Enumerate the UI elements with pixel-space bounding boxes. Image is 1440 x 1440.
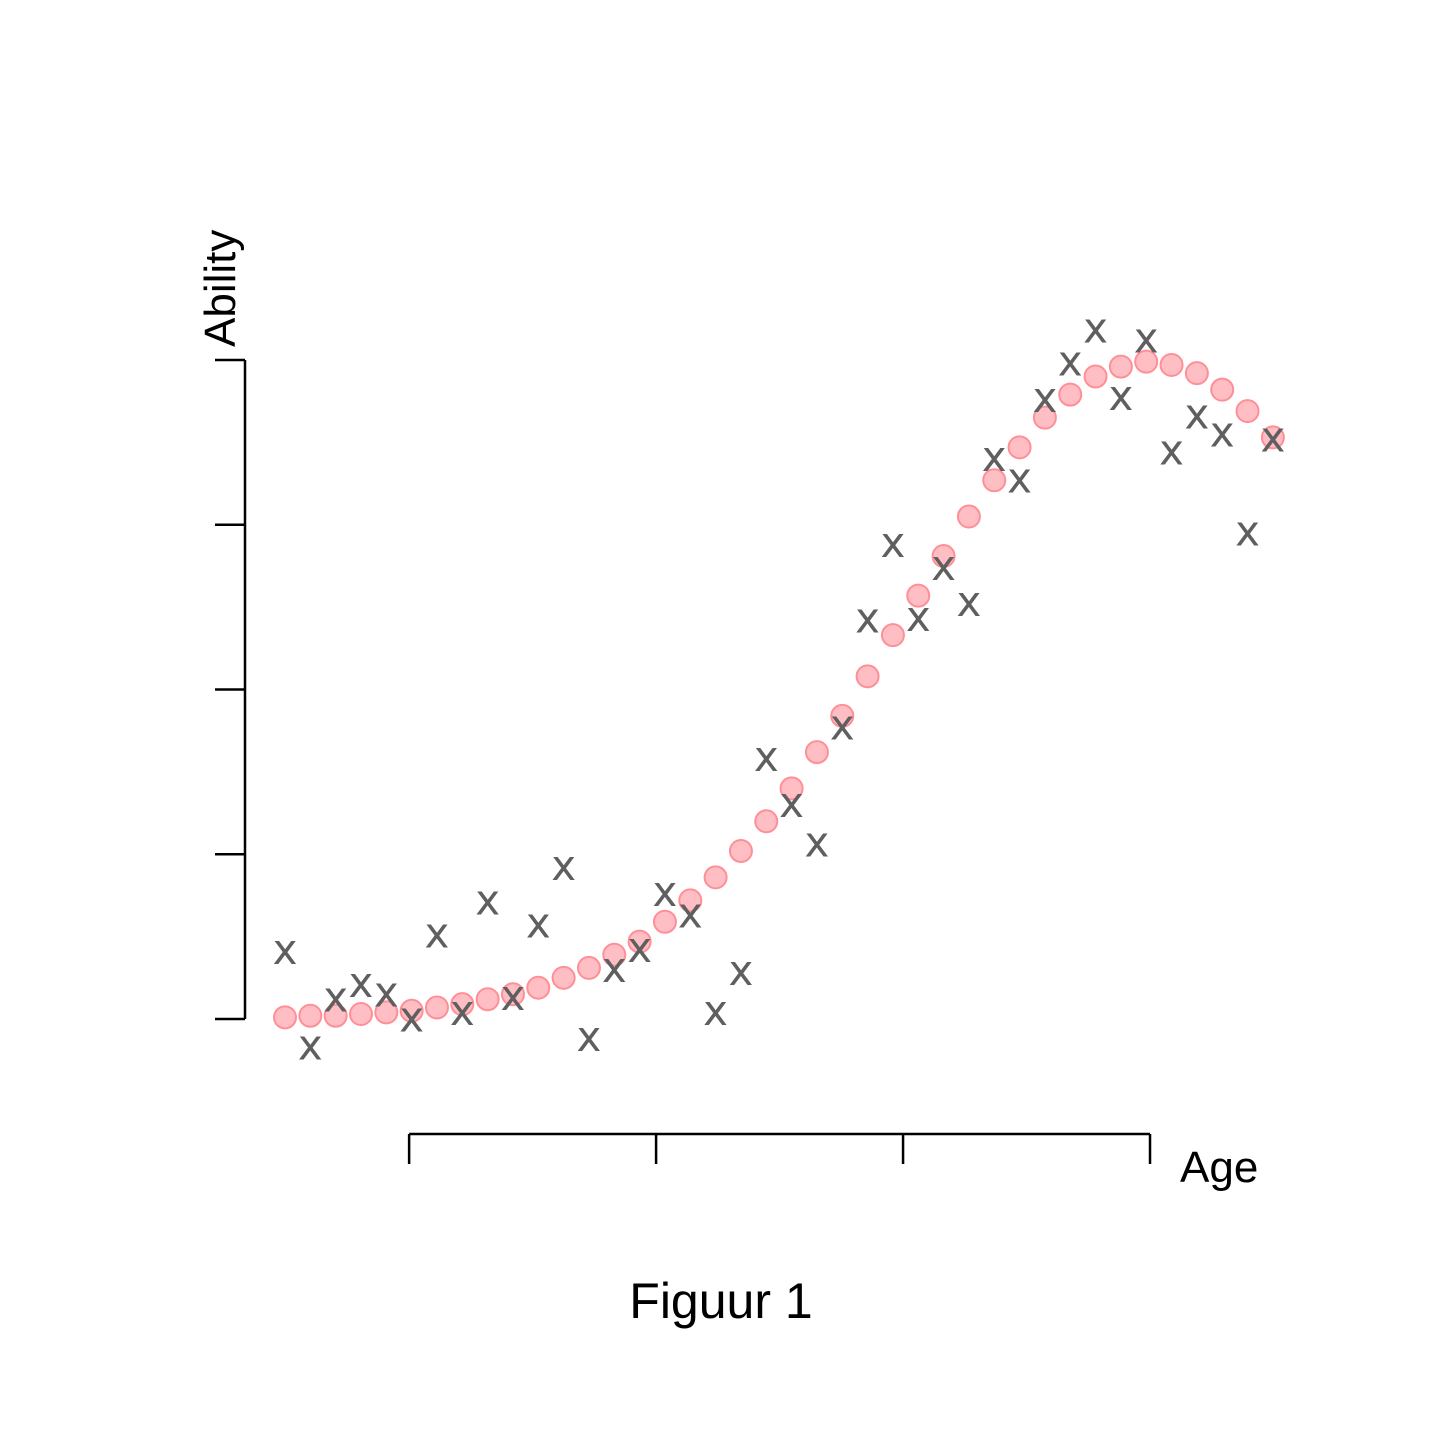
observed-point: x (425, 908, 450, 957)
figure-caption: Figuur 1 (629, 1273, 812, 1329)
observed-point: x (450, 986, 475, 1035)
curve-point (956, 504, 981, 529)
curve-point (1083, 364, 1108, 389)
curve-point (576, 955, 601, 980)
curve-point (855, 664, 880, 689)
curve-point (931, 544, 956, 569)
observed-point: x (653, 867, 678, 916)
observed-point: x (703, 986, 728, 1035)
curve-point (906, 583, 931, 608)
curve-point (982, 468, 1007, 493)
observed-point: x (526, 898, 551, 947)
observed-point: x (602, 943, 627, 992)
curve-point (678, 888, 703, 913)
curve-point (602, 942, 627, 967)
observed-point: x (855, 594, 880, 643)
observed-point: x (1184, 389, 1209, 438)
observed-point: x (1210, 407, 1235, 456)
curve-point (1184, 361, 1209, 386)
curve-point (627, 929, 652, 954)
curve-point (1235, 399, 1260, 424)
observed-point: x (374, 968, 399, 1017)
observed-point: x (1134, 314, 1159, 363)
observed-point: x (982, 432, 1007, 481)
observed-point: x (1159, 426, 1184, 475)
curve-point (500, 982, 525, 1007)
curve-point (399, 998, 424, 1023)
curve-point (703, 865, 728, 890)
observed-point: x (1108, 371, 1133, 420)
curve-point (1032, 405, 1057, 430)
curve-point (779, 776, 804, 801)
observed-point: x (906, 592, 931, 641)
curve-point (424, 995, 449, 1020)
observed-point: x (931, 541, 956, 590)
y-axis-label: Ability (196, 230, 245, 347)
observed-point: x (880, 518, 905, 567)
curve-point (652, 909, 677, 934)
curve-point (1260, 425, 1285, 450)
curve-point (348, 1002, 373, 1027)
curve-point (526, 975, 551, 1000)
curve-point (1134, 349, 1159, 374)
curve-point (1108, 354, 1133, 379)
observed-point: x (577, 1012, 602, 1061)
observed-point: x (1032, 373, 1057, 422)
curve-point (1159, 352, 1184, 377)
observed-point: x (805, 818, 830, 867)
observed-point: x (399, 992, 424, 1041)
curve-point (880, 623, 905, 648)
fitted-curve-points (273, 349, 1285, 1030)
curve-point (323, 1003, 348, 1028)
observed-point: x (956, 577, 981, 626)
observed-point: x (754, 732, 779, 781)
observed-point: x (729, 946, 754, 995)
observed-point: x (1007, 454, 1032, 503)
curve-point (728, 838, 753, 863)
observed-point: x (1083, 304, 1108, 353)
observed-point: x (627, 923, 652, 972)
observed-point: x (678, 889, 703, 938)
observed-point: x (1260, 412, 1285, 461)
observed-point: x (323, 973, 348, 1022)
curve-point (374, 1000, 399, 1025)
curve-point (754, 809, 779, 834)
observed-point: x (349, 958, 374, 1007)
observed-point: x (298, 1020, 323, 1069)
observed-point: x (1058, 337, 1083, 386)
observed-point: x (475, 875, 500, 924)
observed-point: x (779, 778, 804, 827)
observed-point: x (501, 971, 526, 1020)
curve-point (804, 740, 829, 765)
curve-point (475, 987, 500, 1012)
curve-point (1007, 435, 1032, 460)
observed-point: x (1235, 506, 1260, 555)
curve-point (1210, 377, 1235, 402)
observed-point: x (273, 925, 298, 974)
curve-point (273, 1005, 297, 1030)
curve-point (298, 1003, 323, 1028)
observed-point: x (830, 701, 855, 750)
curve-point (551, 965, 576, 990)
curve-point (830, 703, 855, 728)
x-axis (407, 1132, 1152, 1164)
observed-point: x (551, 841, 576, 890)
curve-point (1058, 382, 1083, 407)
y-axis (215, 358, 247, 1021)
x-axis-label: Age (1180, 1143, 1258, 1192)
curve-point (450, 992, 475, 1017)
